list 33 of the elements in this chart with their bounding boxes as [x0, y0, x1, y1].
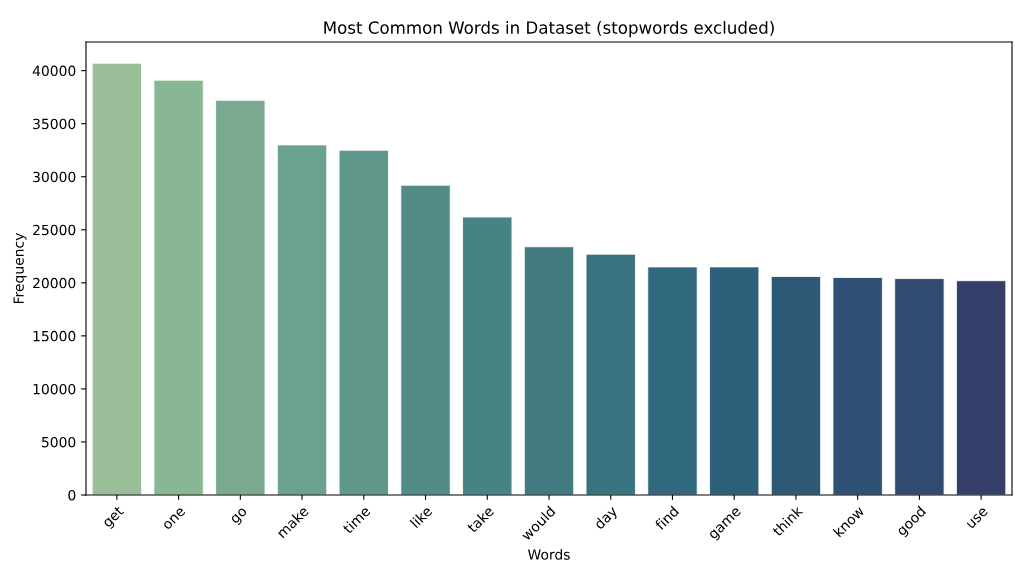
bar	[770, 276, 822, 495]
bar	[647, 266, 698, 495]
y-axis-title: Frequency	[13, 233, 27, 304]
chart-title: Most Common Words in Dataset (stopwords excluded)	[324, 21, 774, 38]
y-tick-label: 25000	[33, 224, 76, 236]
bar	[276, 144, 328, 495]
y-tick-label: 30000	[33, 171, 76, 183]
bar	[956, 280, 1007, 495]
y-tick-label: 20000	[33, 277, 76, 289]
bar	[523, 246, 575, 495]
bar	[709, 266, 760, 495]
bar	[832, 277, 883, 495]
y-tick-label: 15000	[33, 330, 76, 342]
bar	[585, 253, 636, 495]
x-tick-label: go	[230, 507, 250, 526]
y-tick-label: 0	[68, 489, 76, 501]
x-tick-label: get	[101, 505, 127, 530]
bar	[894, 278, 945, 495]
y-tick-label: 5000	[42, 436, 76, 448]
x-tick-label: one	[162, 507, 186, 531]
bar	[462, 216, 513, 495]
x-tick-label: day	[593, 505, 620, 532]
bar	[400, 184, 451, 495]
y-tick-label: 35000	[33, 118, 76, 130]
y-tick-label: 40000	[32, 65, 76, 77]
x-tick-label: like	[409, 505, 433, 529]
bar	[215, 99, 266, 495]
y-tick-label: 10000	[33, 383, 76, 395]
bar	[338, 149, 389, 495]
bar	[153, 79, 204, 495]
x-axis-title: Words	[528, 549, 570, 560]
x-tick-label: use	[966, 507, 989, 529]
bar	[91, 62, 142, 495]
